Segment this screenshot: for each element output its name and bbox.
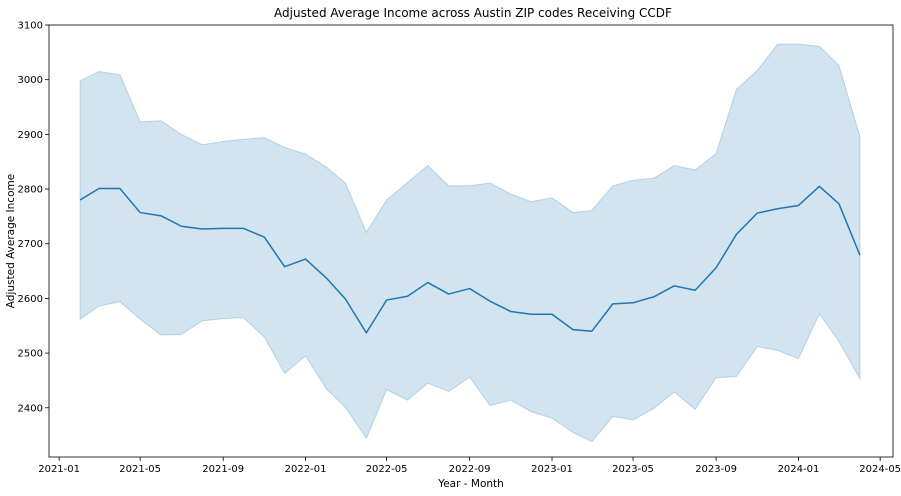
y-tick-label: 2700 [18, 239, 43, 250]
confidence-band-layer [79, 43, 861, 443]
x-tick-label: 2023-01 [531, 464, 573, 475]
x-tick-label: 2021-09 [202, 464, 244, 475]
y-tick-label: 3100 [18, 21, 43, 32]
x-tick-label: 2021-01 [38, 464, 80, 475]
y-tick-label: 3000 [18, 75, 43, 86]
y-tick-label: 2800 [18, 185, 43, 196]
x-tick-label: 2022-01 [285, 464, 327, 475]
y-axis: 2400 2500 2600 2700 2800 2900 3000 3100 [18, 21, 49, 414]
x-tick-label: 2023-05 [612, 464, 654, 475]
confidence-band [79, 43, 861, 443]
plot-frame [48, 24, 894, 458]
y-tick-label: 2500 [18, 349, 43, 360]
x-axis-label: Year - Month [437, 478, 504, 490]
x-tick-label: 2024-01 [778, 464, 820, 475]
y-tick-label: 2900 [18, 130, 43, 141]
x-tick-label: 2022-09 [449, 464, 491, 475]
series-line [79, 185, 861, 334]
y-tick-label: 2400 [18, 403, 43, 414]
chart-title: Adjusted Average Income across Austin ZI… [274, 6, 672, 20]
y-tick-label: 2600 [18, 294, 43, 305]
x-tick-label: 2021-05 [119, 464, 161, 475]
x-tick-label: 2022-05 [366, 464, 408, 475]
series-line-layer [79, 185, 861, 334]
x-tick-label: 2023-09 [695, 464, 737, 475]
y-axis-label: Adjusted Average Income [5, 174, 17, 308]
x-tick-label: 2024-05 [859, 464, 901, 475]
x-axis: 2021-01 2021-05 2021-09 2022-01 2022-05 2022-… [38, 457, 901, 475]
